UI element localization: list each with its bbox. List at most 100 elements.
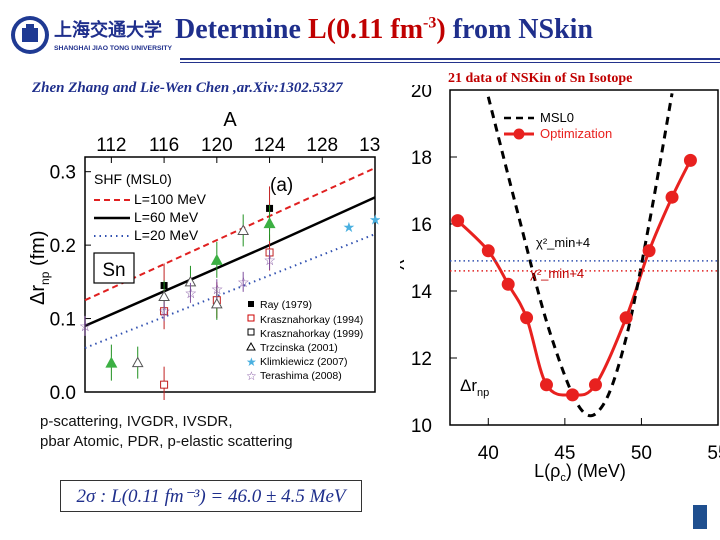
right-ytick: 18 [411,148,432,169]
title-prefix: Determine [175,14,308,45]
optimization-point [588,378,602,392]
legend-marker-ray [248,301,254,307]
title-sup: -3 [423,14,437,32]
data-point-ter: ☆ [211,281,224,297]
legend-k94: Krasznahorkay (1994) [260,314,363,326]
data-point-trz-filled [105,356,118,368]
optimization-point [642,244,656,258]
left-xtick: 116 [149,135,179,156]
optimization-point [501,277,515,291]
data-point-krasz [160,380,169,389]
data-point-ter: ☆ [158,303,171,319]
nucleus-label: Sn [102,260,125,281]
right-xtick: 45 [554,443,575,464]
legend-ray: Ray (1979) [260,299,312,311]
nucleus-box [93,252,135,284]
right-xlabel: L(ρc) (MeV) [534,461,626,484]
optimization-point [619,311,633,325]
left-xtick: 120 [201,135,233,156]
panel-label: (a) [270,175,293,196]
right-ytick: 12 [411,349,432,370]
annotation-opt: χ²_min+4 [530,266,584,281]
neutron-skin-chart: A 112 116 120 124 128 132 0.0 0.1 0.2 0.3 Δrnp (… [30,109,380,400]
left-xtick: 112 [96,135,126,156]
right-xtick: 40 [478,443,499,464]
legend-k99: Krasznahorkay (1999) [260,328,363,340]
chi-square-chart: 10 12 14 16 18 20 40 45 50 55 χ2 L(ρc) (MeV) MSL… [400,85,720,484]
legend-l60: L=60 MeV [134,209,199,225]
optimization-point [566,388,580,402]
right-xtick: 50 [631,443,652,464]
left-xlabel: A [223,109,237,131]
right-ytick: 16 [411,215,432,236]
data-point-trz [131,356,144,368]
data-point-ter: ☆ [237,274,250,290]
left-xtick: 124 [254,135,286,156]
data-point-kli: ★ [343,219,356,235]
optimization-point [683,153,697,167]
left-plot-frame [84,156,376,393]
data-point-ter: ☆ [79,318,92,334]
methods-line1: p-scattering, IVGDR, IVSDR, [40,413,233,430]
optimization-point [481,244,495,258]
legend-marker-opt [513,128,525,140]
optimization-point [451,214,465,228]
right-xtick: 55 [707,443,720,464]
data-point-trz [158,290,170,302]
legend-msl0: MSL0 [540,110,574,125]
left-xtick: 128 [306,135,338,156]
optimization-point [520,311,534,325]
right-ytick: 14 [411,282,433,303]
data-legend: Ray (1979) Krasznahorkay (1994) Krasznah… [246,299,363,383]
right-ylabel: χ2 [400,253,405,270]
right-figure-caption: 21 data of NSKin of Sn Isotope [448,71,633,86]
legend-ter: Terashima (2008) [260,370,342,382]
legend-opt: Optimization [540,126,612,141]
optimization-point [665,190,679,204]
left-series-line [84,233,376,349]
logo-en-text: SHANGHAI JIAO TONG UNIVERSITY [54,45,173,52]
legend-marker-k94 [247,314,255,322]
methods-text: p-scattering, IVGDR, IVSDR, pbar Atomic,… [40,412,370,464]
legend-marker-ter: ☆ [246,369,257,383]
data-point-trz-filled [263,217,276,229]
data-point-ter: ☆ [184,285,197,301]
annotation-msl0: χ²_min+4 [536,235,590,250]
model-legend: SHF (MSL0) L=100 MeV L=60 MeV L=20 MeV [94,171,207,243]
corner-label: Δrnp [460,376,489,399]
result-formula: 2σ : L(0.11 fm⁻³) = 46.0 ± 4.5 MeV [76,486,346,507]
left-ytick: 0.0 [50,383,76,400]
legend-marker-kli: ★ [246,355,257,369]
right-series-line [486,93,674,418]
left-ytick: 0.2 [50,236,76,257]
left-xtick: 132 [359,135,380,156]
right-ytick: 10 [411,416,432,437]
title-red: L(0.11 fm [307,14,424,45]
data-point-trz-filled [210,253,223,265]
data-point-kli: ★ [369,211,380,227]
methods-line2: pbar Atomic, PDR, p-elastic scattering [40,433,293,450]
model-legend-header: SHF (MSL0) [94,171,172,187]
citation: Zhen Zhang and Lie-Wen Chen ,ar.Xiv:1302… [32,80,343,96]
data-point-ter: ☆ [264,252,277,268]
slide-title: Determine L(0.11 fm-3) from NSkin [175,14,593,46]
title-suffix: from NSkin [445,14,593,45]
header-divider-thin [180,62,720,63]
logo-cn-text: 上海交通大学 [54,19,162,41]
left-ytick: 0.3 [50,163,76,184]
footer-bar [693,505,707,529]
legend-kli: Klimkiewicz (2007) [260,356,348,368]
legend-marker-k99 [247,328,255,336]
right-legend: MSL0 Optimization [504,110,612,141]
left-ytick: 0.1 [50,310,76,331]
legend-marker-trz [246,341,256,351]
university-logo: 上海交通大学 SHANGHAI JIAO TONG UNIVERSITY [11,16,173,54]
legend-l20: L=20 MeV [134,227,199,243]
title-red-close: ) [436,14,446,45]
legend-l100: L=100 MeV [134,191,207,207]
left-ylabel: Δrnp (fm) [30,231,52,305]
data-point-trz [210,297,223,309]
legend-trz: Trzcinska (2001) [260,342,338,354]
right-plot-frame [449,89,719,426]
optimization-point [539,378,553,392]
